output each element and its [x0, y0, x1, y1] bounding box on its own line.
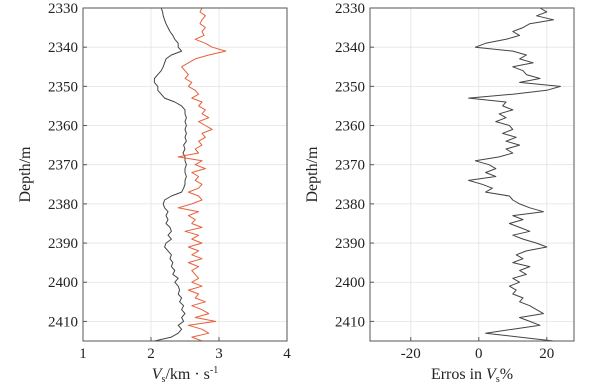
y-tick-label: 2370 [48, 158, 78, 174]
y-tick-label: 2360 [335, 119, 365, 135]
series-line-1 [468, 8, 561, 341]
y-tick-label: 2380 [48, 197, 78, 213]
left-panel-velocity: 1 2 3 4 2330 2340 2350 2360 2370 2380 2390 2400 2410… [17, 1, 291, 385]
plot-border [82, 7, 288, 342]
right-panel-error: -20 0 20 2330 2340 2350 2360 2370 2380 2390 2400 24… [304, 1, 575, 385]
y-tick-label: 2400 [335, 275, 365, 291]
y-tick-label: 2400 [48, 275, 78, 291]
x-tick-label: 1 [79, 346, 87, 362]
y-tick-label: 2350 [335, 79, 365, 95]
y-tick-label: 2360 [48, 119, 78, 135]
x-axis-label: Erros in Vs% [431, 366, 513, 385]
y-axis-label: Depth/m [304, 146, 321, 203]
x-tick-label: -20 [401, 346, 421, 362]
plot-border [369, 7, 575, 342]
x-tick-label: 4 [283, 346, 291, 362]
series-line-2 [177, 8, 227, 341]
y-tick-label: 2330 [335, 1, 365, 17]
x-tick-label: 20 [539, 346, 554, 362]
y-tick-label: 2350 [48, 79, 78, 95]
y-tick-label: 2410 [335, 314, 365, 330]
y-tick-label: 2390 [335, 236, 365, 252]
y-tick-label: 2390 [48, 236, 78, 252]
x-tick-label: 3 [215, 346, 223, 362]
x-axis-label: Vs/km · s-1 [152, 365, 218, 385]
y-tick-label: 2340 [335, 40, 365, 56]
y-tick-label: 2370 [335, 158, 365, 174]
plot-area [82, 7, 288, 342]
y-tick-label: 2380 [335, 197, 365, 213]
y-tick-label: 2330 [48, 1, 78, 17]
x-tick-label: 2 [147, 346, 155, 362]
series-line-1 [153, 8, 187, 341]
y-tick-label: 2340 [48, 40, 78, 56]
plot-area [369, 7, 575, 342]
x-tick-label: 0 [475, 346, 483, 362]
y-tick-label: 2410 [48, 314, 78, 330]
y-axis-label: Depth/m [17, 146, 34, 203]
